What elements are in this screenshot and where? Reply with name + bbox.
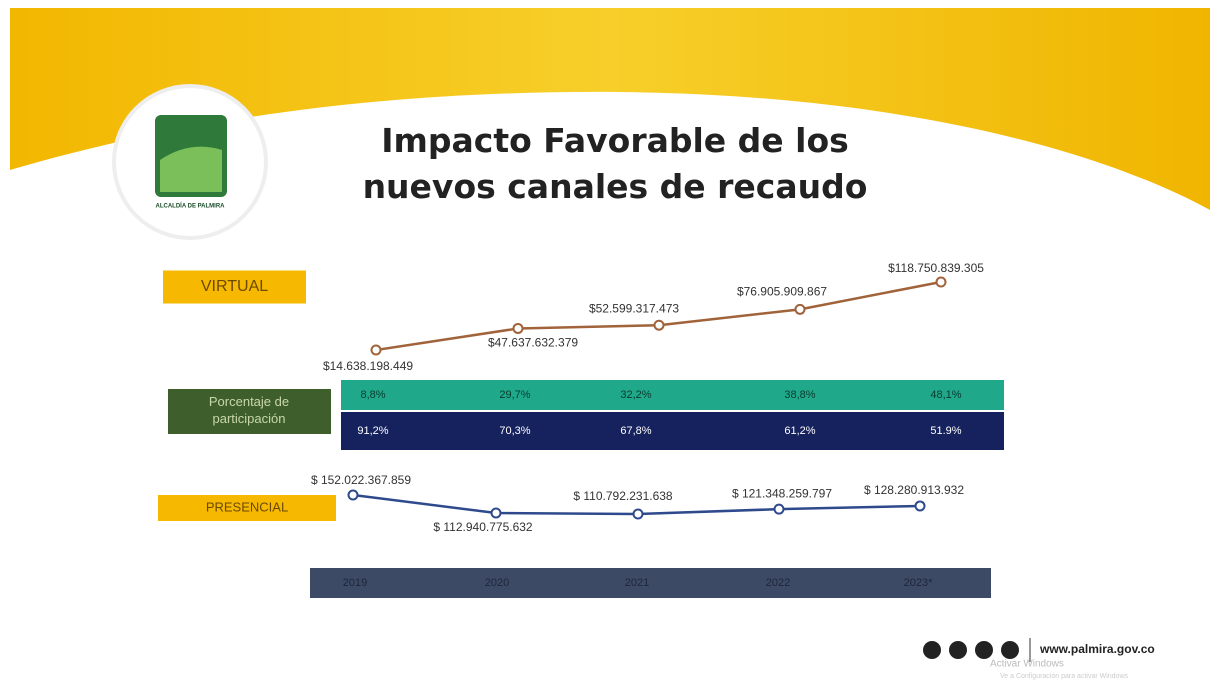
social-icon[interactable] — [923, 641, 941, 659]
data-point — [492, 509, 501, 518]
data-point — [775, 505, 784, 514]
social-icon[interactable] — [975, 641, 993, 659]
presencial-share: 67,8% — [620, 425, 651, 437]
data-label: $52.599.317.473 — [589, 301, 679, 315]
data-point — [514, 324, 523, 333]
virtual-share: 29,7% — [499, 389, 530, 401]
data-label: $ 121.348.259.797 — [732, 486, 832, 500]
data-point — [796, 305, 805, 314]
virtual-share: 32,2% — [620, 389, 651, 401]
watermark: Ve a Configuración para activar Windows — [1000, 673, 1129, 680]
legend-label: PRESENCIAL — [206, 499, 288, 514]
data-point — [634, 510, 643, 519]
social-icon[interactable] — [1001, 641, 1019, 659]
x-tick-label: 2020 — [485, 577, 509, 589]
data-label: $47.637.632.379 — [488, 336, 578, 350]
data-point — [937, 278, 946, 287]
data-point — [655, 321, 664, 330]
x-tick-label: 2019 — [343, 577, 367, 589]
virtual-share-row — [341, 380, 1004, 410]
slide: ALCALDÍA DE PALMIRA Porcentaje departici… — [0, 0, 1210, 683]
virtual-share: 8,8% — [360, 389, 385, 401]
title: Impacto Favorable de los nuevos canales … — [325, 118, 905, 210]
x-tick-label: 2022 — [766, 577, 790, 589]
data-label: $14.638.198.449 — [323, 359, 413, 373]
data-label: $ 128.280.913.932 — [864, 483, 964, 497]
logo-text: ALCALDÍA DE PALMIRA — [156, 202, 226, 210]
presencial-share: 70,3% — [499, 425, 530, 437]
year-bar — [310, 568, 991, 598]
presencial-share-row — [341, 412, 1004, 450]
presencial-share: 51.9% — [930, 425, 961, 437]
legend-label: VIRTUAL — [201, 278, 268, 295]
presencial-share: 61,2% — [784, 425, 815, 437]
x-tick-label: 2021 — [625, 577, 649, 589]
data-label: $76.905.909.867 — [737, 285, 827, 299]
social-icon[interactable] — [949, 641, 967, 659]
page: ALCALDÍA DE PALMIRA Porcentaje departici… — [0, 0, 1210, 683]
data-label: $ 152.022.367.859 — [311, 473, 411, 487]
presencial-share: 91,2% — [357, 425, 388, 437]
data-label: $ 110.792.231.638 — [573, 489, 673, 503]
watermark: Activar Windows — [990, 659, 1064, 670]
data-point — [916, 501, 925, 510]
virtual-share: 48,1% — [930, 389, 961, 401]
x-tick-label: 2023* — [904, 577, 933, 589]
website[interactable]: www.palmira.gov.co — [1039, 642, 1155, 656]
data-label: $ 112.940.775.632 — [433, 520, 533, 534]
data-point — [372, 346, 381, 355]
data-label: $118.750.839.305 — [888, 261, 984, 275]
virtual-share: 38,8% — [784, 389, 815, 401]
data-point — [349, 491, 358, 500]
